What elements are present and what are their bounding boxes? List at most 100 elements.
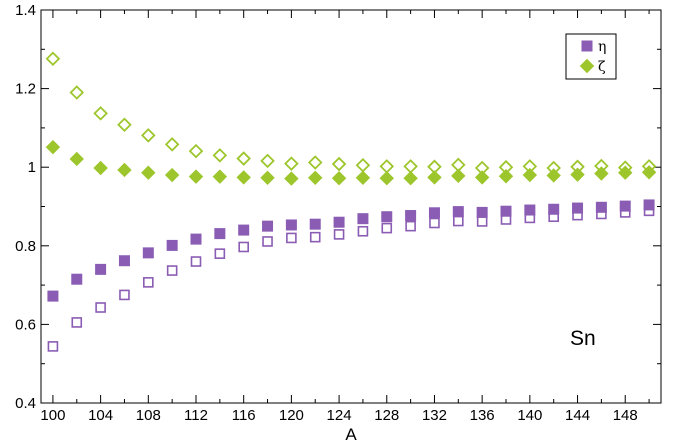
eta-open-point — [309, 231, 321, 243]
zeta-filled-point — [164, 167, 180, 183]
eta-open-point — [476, 216, 488, 227]
zeta-open-point — [236, 151, 251, 166]
legend-label: η — [598, 39, 606, 55]
x-tick-label: 136 — [470, 407, 495, 424]
eta-open-point — [166, 265, 178, 276]
eta-filled-point — [428, 207, 440, 219]
x-axis-title: A — [345, 425, 357, 442]
eta-open-point — [405, 220, 416, 232]
eta-open-point — [333, 229, 345, 240]
eta-filled-point — [309, 218, 321, 230]
eta-filled-point — [595, 201, 607, 213]
eta-open-point — [262, 236, 273, 247]
x-tick-label: 124 — [327, 407, 352, 424]
zeta-filled-point — [93, 160, 108, 176]
zeta-open-point — [403, 159, 418, 174]
y-tick-label: 1.2 — [15, 81, 36, 98]
x-tick-label: 128 — [374, 407, 399, 424]
data-points — [45, 51, 657, 352]
zeta-open-point — [260, 153, 275, 169]
zeta-filled-point — [141, 165, 156, 180]
y-tick-label: 0.6 — [15, 316, 36, 333]
y-axis: 0.4 0.6 0.8 1 1.2 1.4 — [15, 2, 661, 412]
eta-filled-point — [285, 219, 297, 231]
eta-filled-point — [572, 202, 584, 214]
zeta-filled-point — [69, 151, 84, 167]
x-tick-label: 132 — [422, 407, 447, 424]
zeta-filled-point — [331, 170, 347, 186]
eta-filled-point — [238, 224, 250, 236]
eta-open-point — [214, 248, 226, 259]
eta-open-point — [47, 341, 59, 352]
zeta-open-point — [355, 157, 371, 173]
x-tick-label: 140 — [517, 407, 542, 424]
eta-filled-point — [262, 220, 274, 232]
eta-filled-point — [166, 239, 178, 251]
zeta-open-point — [141, 128, 156, 143]
zeta-open-point — [379, 159, 395, 174]
eta-filled-point — [476, 206, 488, 218]
eta-filled-point — [452, 206, 464, 218]
x-axis: 100 104 108 112 116 120 124 128 132 136 140 144 148 — [40, 10, 650, 424]
zeta-open-point — [212, 148, 228, 163]
eta-open-point — [286, 232, 297, 244]
x-tick-label: 100 — [40, 407, 65, 424]
eta-filled-point — [405, 210, 417, 222]
zeta-open-point — [93, 106, 108, 121]
zeta-filled-point — [284, 171, 299, 186]
legend-label: ζ — [598, 59, 606, 75]
eta-open-point — [429, 217, 440, 229]
eta-open-point — [119, 289, 130, 301]
legend-marker — [581, 40, 593, 52]
zeta-filled-point — [498, 169, 514, 184]
x-tick-label: 120 — [279, 407, 304, 424]
zeta-filled-point — [570, 167, 585, 182]
eta-open-point — [143, 277, 154, 288]
eta-filled-point — [357, 213, 369, 225]
eta-filled-point — [500, 205, 512, 217]
eta-filled-point — [214, 228, 226, 240]
eta-open-point — [453, 215, 464, 227]
zeta-open-point — [284, 156, 299, 171]
zeta-filled-point — [474, 170, 490, 185]
eta-filled-point — [47, 290, 59, 302]
zeta-filled-point — [260, 170, 275, 186]
eta-filled-point — [71, 273, 83, 285]
eta-filled-point — [118, 255, 130, 267]
legend-marker — [579, 58, 595, 74]
x-tick-label: 144 — [565, 407, 590, 424]
legend: ηζ — [565, 33, 617, 80]
eta-filled-point — [548, 203, 560, 215]
zeta-filled-point — [641, 165, 657, 180]
eta-filled-point — [190, 233, 202, 245]
zeta-open-point — [307, 155, 323, 170]
eta-open-point — [357, 225, 369, 237]
x-tick-label: 104 — [88, 407, 113, 424]
zeta-open-point — [117, 117, 132, 133]
zeta-open-point — [331, 156, 347, 172]
zeta-filled-point — [403, 170, 418, 186]
y-tick-label: 0.8 — [15, 238, 36, 255]
eta-filled-point — [142, 247, 154, 259]
zeta-filled-point — [117, 162, 132, 178]
eta-filled-point — [95, 263, 107, 275]
zeta-filled-point — [618, 165, 633, 180]
zeta-open-point — [69, 85, 85, 100]
zeta-filled-point — [594, 166, 609, 181]
y-tick-label: 1 — [28, 159, 36, 176]
eta-filled-point — [524, 204, 536, 216]
y-tick-label: 0.4 — [15, 395, 36, 412]
x-tick-label: 112 — [184, 407, 208, 424]
zeta-open-point — [45, 51, 61, 67]
sn-annotation: Sn — [570, 327, 596, 350]
zeta-open-point — [164, 137, 180, 152]
eta-filled-point — [333, 216, 345, 228]
eta-filled-point — [619, 200, 631, 212]
eta-open-point — [190, 256, 202, 267]
eta-open-point — [381, 222, 393, 234]
zeta-filled-point — [236, 170, 251, 185]
zeta-filled-point — [427, 170, 442, 185]
eta-filled-point — [381, 211, 393, 223]
x-tick-label: 116 — [232, 407, 256, 424]
